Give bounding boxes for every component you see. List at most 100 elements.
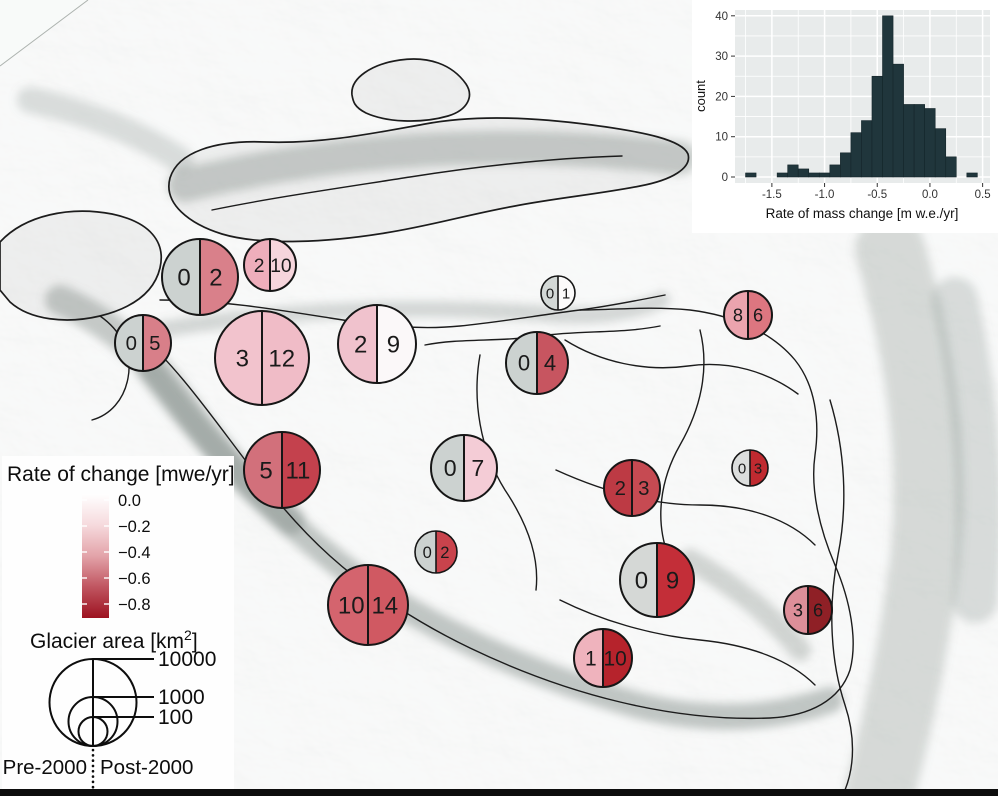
marker-pre-half bbox=[724, 291, 748, 339]
marker-post-count: 9 bbox=[666, 567, 679, 594]
glacier-marker: 10 14 bbox=[327, 564, 409, 646]
north-blob-outline bbox=[351, 58, 471, 122]
histogram-bars bbox=[745, 15, 978, 178]
marker-post-count: 12 bbox=[268, 345, 295, 372]
colorbar-tick-label: −0.6 bbox=[118, 570, 151, 588]
tienshan-outline bbox=[168, 117, 690, 243]
glacier-area-title-close: ] bbox=[192, 630, 198, 653]
marker-pre-half bbox=[431, 435, 464, 501]
marker-pre-half bbox=[215, 311, 262, 405]
marker-pre-count: 2 bbox=[615, 478, 626, 500]
histogram-y-axis-label: count bbox=[693, 80, 708, 112]
y-tick-label: 40 bbox=[715, 11, 728, 23]
glacier-marker: 1 10 bbox=[573, 628, 633, 688]
marker-pre-half bbox=[620, 543, 657, 617]
legend-graphics: Rate of change [mwe/yr] 0.0 −0.2 −0.4 −0.6 −… bbox=[3, 463, 235, 791]
marker-post-count: 9 bbox=[387, 331, 400, 358]
marker-pre-half bbox=[328, 565, 368, 645]
marker-post-count: 6 bbox=[753, 305, 763, 325]
pamir-outline bbox=[0, 210, 162, 321]
histogram-axes: -1.5 -1.0 -0.5 0.0 0.5 0 10 20 30 40 bbox=[715, 11, 990, 201]
x-tick-label: -1.0 bbox=[815, 189, 835, 201]
marker-pre-half bbox=[604, 460, 632, 516]
marker-pre-count: 5 bbox=[259, 457, 272, 484]
marker-post-half bbox=[632, 460, 660, 516]
marker-post-count: 4 bbox=[544, 351, 556, 376]
marker-post-count: 3 bbox=[754, 460, 762, 477]
histogram-bar bbox=[745, 172, 757, 178]
glacier-marker: 5 11 bbox=[243, 431, 321, 509]
marker-pre-half bbox=[541, 276, 558, 310]
marker-pre-count: 10 bbox=[338, 592, 365, 619]
map-edge-line bbox=[0, 0, 89, 67]
marker-post-count: 10 bbox=[270, 256, 291, 277]
marker-pre-count: 2 bbox=[354, 331, 367, 358]
histogram-bar bbox=[808, 172, 820, 178]
y-tick-label: 20 bbox=[715, 91, 728, 103]
marker-post-half bbox=[436, 531, 457, 573]
interior-boundary-2 bbox=[476, 354, 538, 591]
post-2000-label: Post-2000 bbox=[100, 756, 193, 779]
histogram-bar bbox=[776, 172, 788, 178]
marker-post-count: 2 bbox=[440, 543, 449, 562]
colorbar-tick-label: 0.0 bbox=[118, 492, 141, 510]
rate-colorbar-ticks: 0.0 −0.2 −0.4 −0.6 −0.8 bbox=[82, 492, 151, 614]
marker-post-half bbox=[464, 435, 497, 501]
marker-pre-count: 0 bbox=[423, 543, 432, 562]
area-circle-label: 10000 bbox=[158, 648, 216, 671]
marker-post-count: 14 bbox=[371, 592, 398, 619]
y-tick-label: 30 bbox=[715, 51, 728, 63]
glacier-marker: 2 10 bbox=[243, 238, 297, 292]
histogram-chart: -1.5 -1.0 -0.5 0.0 0.5 0 10 20 30 40 Rate of mass… bbox=[692, 0, 998, 233]
marker-pre-count: 0 bbox=[177, 264, 190, 291]
marker-post-half bbox=[377, 305, 416, 383]
marker-pre-count: 0 bbox=[518, 351, 530, 376]
colorbar-tick-label: −0.8 bbox=[118, 596, 151, 614]
southeast-shading bbox=[679, 549, 811, 661]
pamir-south-branch bbox=[91, 315, 130, 421]
tienshan-inner-ridge bbox=[211, 155, 623, 211]
marker-pre-half bbox=[244, 432, 282, 508]
marker-post-count: 1 bbox=[562, 285, 570, 302]
histogram-bar bbox=[829, 164, 841, 178]
colorbar-tick-label: −0.2 bbox=[118, 518, 151, 536]
marker-post-half bbox=[537, 332, 568, 394]
marker-post-half bbox=[750, 450, 768, 486]
histogram-inset: -1.5 -1.0 -0.5 0.0 0.5 0 10 20 30 40 Rate of mass… bbox=[692, 0, 998, 233]
histogram-x-axis-label: Rate of mass change [m w.e./yr] bbox=[766, 206, 959, 221]
marker-post-half bbox=[282, 432, 320, 508]
legend-panel: Rate of change [mwe/yr] 0.0 −0.2 −0.4 −0.6 −… bbox=[2, 456, 235, 791]
interior-boundary-3 bbox=[564, 339, 799, 395]
marker-post-half bbox=[558, 276, 575, 310]
glacier-area-title-text: Glacier area [km bbox=[30, 630, 184, 653]
boundary-lines bbox=[91, 155, 854, 791]
histogram-bar bbox=[934, 128, 947, 178]
marker-pre-half bbox=[244, 239, 270, 291]
histogram-bar bbox=[924, 108, 936, 178]
marker-pre-count: 0 bbox=[635, 567, 648, 594]
x-tick-label: -1.5 bbox=[762, 189, 782, 201]
marker-post-count: 5 bbox=[149, 333, 160, 355]
interior-boundary-5 bbox=[555, 469, 816, 546]
histogram-bar bbox=[892, 63, 904, 178]
histogram-bar bbox=[787, 164, 799, 178]
histogram-bar bbox=[966, 172, 978, 178]
histogram-bar bbox=[913, 104, 925, 178]
pre-2000-label: Pre-2000 bbox=[3, 756, 87, 779]
colorbar-tick-label: −0.4 bbox=[118, 544, 151, 562]
y-tick-label: 0 bbox=[722, 172, 728, 184]
y-tick-label: 10 bbox=[715, 132, 728, 144]
histogram-bar bbox=[818, 172, 831, 178]
marker-post-count: 2 bbox=[209, 264, 222, 291]
